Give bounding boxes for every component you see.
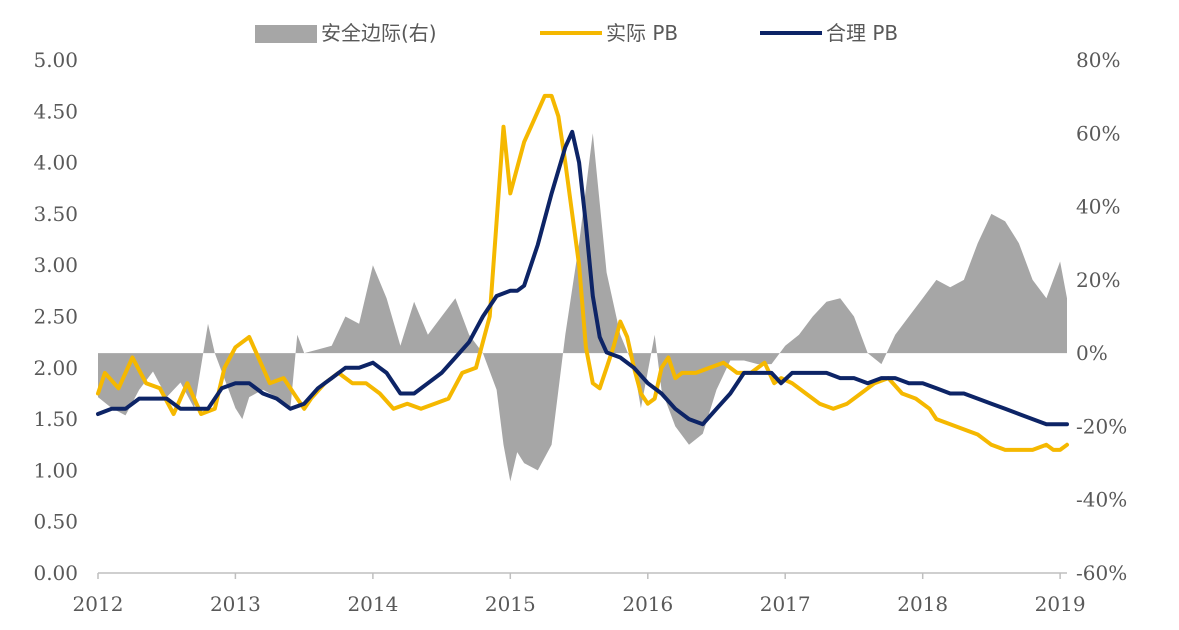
fair-pb-line <box>96 129 1069 427</box>
y-left-tick-label: 0.00 <box>33 561 78 585</box>
y-axis-left-ticks: 0.00 0.50 1.00 1.50 2.00 2.50 3.00 3.50 4.00 4.50… <box>33 48 78 585</box>
pb-lines-layer <box>96 93 1069 452</box>
x-axis-ticks: 2012 2013 2014 2015 2016 2017 2018 2019 <box>73 573 1086 616</box>
y-right-tick-label: 60% <box>1076 121 1120 145</box>
legend: 安全边际(右) 实际 PB 合理 PB <box>255 21 898 45</box>
legend-item-fair-pb: 合理 PB <box>760 21 898 45</box>
actual-pb-line <box>96 93 1069 452</box>
y-left-tick-label: 3.50 <box>33 202 78 226</box>
y-left-tick-label: 4.50 <box>33 99 78 123</box>
y-left-tick-label: 0.50 <box>33 510 78 534</box>
x-tick-label: 2017 <box>760 592 811 616</box>
y-left-tick-label: 2.50 <box>33 305 78 329</box>
y-left-tick-label: 1.50 <box>33 407 78 431</box>
x-tick-label: 2013 <box>210 592 261 616</box>
legend-swatch-safety-margin <box>255 25 317 43</box>
y-left-tick-label: 4.00 <box>33 151 78 175</box>
legend-item-safety-margin: 安全边际(右) <box>255 21 437 45</box>
y-left-tick-label: 3.00 <box>33 253 78 277</box>
x-tick-label: 2012 <box>73 592 124 616</box>
x-tick-label: 2015 <box>485 592 536 616</box>
y-right-tick-label: -20% <box>1076 414 1127 438</box>
legend-item-actual-pb: 实际 PB <box>540 21 678 45</box>
y-right-tick-label: -60% <box>1076 561 1127 585</box>
y-right-tick-label: 20% <box>1076 268 1120 292</box>
legend-label-actual-pb: 实际 PB <box>606 21 678 45</box>
x-tick-label: 2018 <box>897 592 948 616</box>
y-left-tick-label: 1.00 <box>33 458 78 482</box>
y-right-tick-label: 40% <box>1076 195 1120 219</box>
y-left-tick-label: 5.00 <box>33 48 78 72</box>
legend-label-safety-margin: 安全边际(右) <box>321 21 437 45</box>
x-tick-label: 2019 <box>1035 592 1086 616</box>
y-right-tick-label: 80% <box>1076 48 1120 72</box>
y-left-tick-label: 2.00 <box>33 356 78 380</box>
y-right-tick-label: 0% <box>1076 341 1108 365</box>
x-tick-label: 2016 <box>622 592 673 616</box>
x-tick-label: 2014 <box>347 592 398 616</box>
y-axis-right-ticks: -60% -40% -20% 0% 20% 40% 60% 80% <box>1076 48 1127 585</box>
legend-label-fair-pb: 合理 PB <box>826 21 898 45</box>
y-right-tick-label: -40% <box>1076 488 1127 512</box>
